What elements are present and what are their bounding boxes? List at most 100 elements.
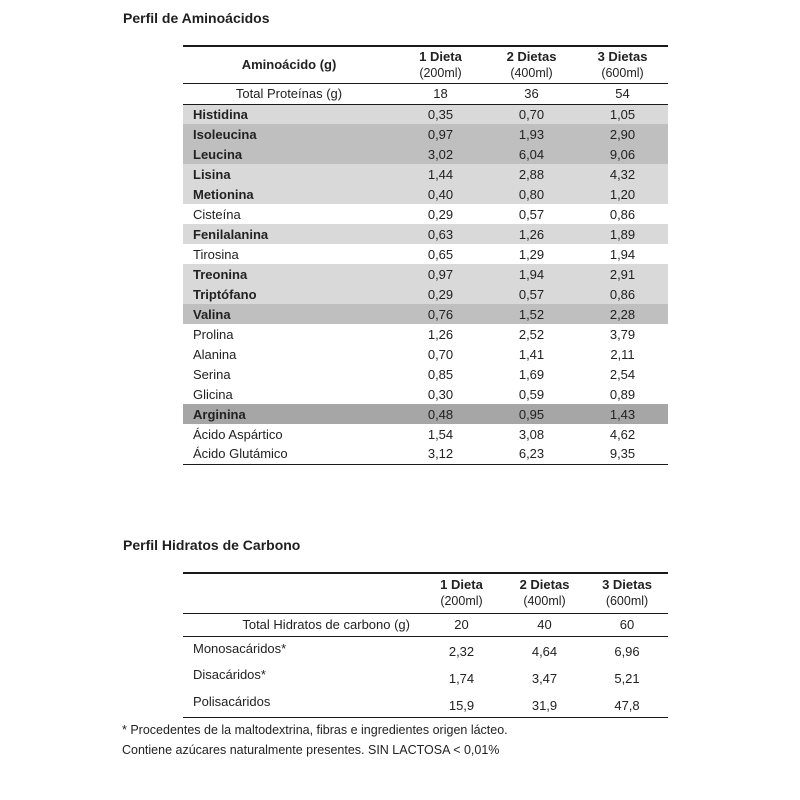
- amino-row-value: 1,94: [609, 246, 636, 262]
- amino-row-value: 3,12: [427, 446, 454, 462]
- total-carbs-value: 40: [537, 617, 552, 632]
- amino-row-value: 2,90: [609, 126, 636, 142]
- total-carbs-row: Total Hidratos de carbono (g) 20 40 60: [183, 613, 668, 636]
- amino-row: Prolina 1,26 2,52 3,79: [183, 324, 668, 344]
- total-proteins-value: 18: [433, 86, 448, 101]
- total-proteins-label: Total Proteínas (g): [235, 86, 343, 101]
- carb-row: Monosacáridos* 2,32 4,64 6,96: [183, 636, 668, 663]
- diet-2-header: 2 Dietas (400ml): [486, 46, 577, 83]
- amino-row: Isoleucina 0,97 1,93 2,90: [183, 124, 668, 144]
- amino-row-value: 0,70: [427, 346, 454, 362]
- amino-row-value: 0,29: [427, 206, 454, 222]
- amino-row-value: 2,52: [518, 326, 545, 342]
- amino-row-label: Fenilalanina: [193, 226, 269, 242]
- total-proteins-row: Total Proteínas (g) 18 36 54: [183, 83, 668, 104]
- amino-row-value: 1,52: [518, 306, 545, 322]
- carb-table-header-row: 1 Dieta (200ml) 2 Dietas (400ml) 3 Dieta…: [183, 573, 668, 613]
- amino-row-value: 3,08: [518, 426, 545, 442]
- amino-row-value: 1,89: [609, 226, 636, 242]
- amino-row-value: 1,26: [518, 226, 545, 242]
- amino-row-value: 9,35: [609, 446, 636, 462]
- amino-row-value: 6,04: [518, 146, 545, 162]
- amino-row-value: 0,57: [518, 206, 545, 222]
- diet-2-header-volume: (400ml): [523, 594, 566, 609]
- amino-row: Serina 0,85 1,69 2,54: [183, 364, 668, 384]
- amino-row-label: Alanina: [193, 346, 237, 362]
- carb-row-value: 5,21: [614, 671, 640, 686]
- amino-row-value: 0,86: [609, 206, 636, 222]
- amino-row-label: Leucina: [193, 146, 243, 162]
- amino-row-label: Ácido Glutámico: [193, 446, 288, 462]
- diet-2-header: 2 Dietas (400ml): [503, 573, 586, 613]
- amino-row-value: 0,65: [427, 246, 454, 262]
- carb-row-value: 3,47: [531, 671, 558, 686]
- amino-row: Alanina 0,70 1,41 2,11: [183, 344, 668, 364]
- amino-row-value: 0,70: [518, 106, 545, 122]
- amino-row-value: 1,54: [427, 426, 454, 442]
- diet-3-header: 3 Dietas (600ml): [577, 46, 668, 83]
- carb-row-value: 1,74: [448, 671, 475, 686]
- footnote-lactose: Contiene azúcares naturalmente presentes…: [122, 742, 500, 757]
- amino-row-label: Lisina: [193, 166, 231, 182]
- diet-1-header: 1 Dieta (200ml): [420, 573, 503, 613]
- amino-row-value: 0,35: [427, 106, 454, 122]
- amino-row-label: Prolina: [193, 326, 234, 342]
- amino-row-value: 0,63: [427, 226, 454, 242]
- amino-row-value: 2,28: [609, 306, 636, 322]
- amino-row-value: 1,69: [518, 366, 545, 382]
- amino-row: Fenilalanina 0,63 1,26 1,89: [183, 224, 668, 244]
- amino-row-value: 0,97: [427, 126, 454, 142]
- amino-row-label: Treonina: [193, 266, 248, 282]
- carb-column-header-empty: [183, 573, 420, 613]
- amino-row-value: 0,29: [427, 286, 454, 302]
- carb-row-label: Disacáridos*: [193, 667, 266, 682]
- amino-row-value: 2,11: [610, 346, 635, 362]
- amino-profile-table: Aminoácido (g) 1 Dieta (200ml) 2 Dietas …: [183, 45, 668, 465]
- carb-row: Polisacáridos 15,9 31,9 47,8: [183, 690, 668, 717]
- amino-row: Arginina 0,48 0,95 1,43: [183, 404, 668, 424]
- carb-row-value: 2,32: [448, 644, 475, 659]
- amino-row-value: 3,79: [609, 326, 636, 342]
- amino-row-value: 1,43: [609, 406, 636, 422]
- amino-row-value: 1,41: [518, 346, 545, 362]
- amino-row: Tirosina 0,65 1,29 1,94: [183, 244, 668, 264]
- amino-row: Valina 0,76 1,52 2,28: [183, 304, 668, 324]
- amino-row-value: 1,05: [609, 106, 636, 122]
- amino-row: Treonina 0,97 1,94 2,91: [183, 264, 668, 284]
- amino-row-label: Histidina: [193, 106, 248, 122]
- carb-row-value: 47,8: [614, 697, 640, 713]
- carb-row-value: 31,9: [531, 697, 558, 713]
- diet-2-header-title: 2 Dietas: [506, 48, 557, 64]
- amino-row-label: Isoleucina: [193, 126, 257, 142]
- amino-row-value: 2,91: [609, 266, 636, 282]
- carb-row-label: Polisacáridos: [193, 694, 271, 709]
- amino-table-header-row: Aminoácido (g) 1 Dieta (200ml) 2 Dietas …: [183, 46, 668, 83]
- amino-row-value: 1,29: [518, 246, 545, 262]
- diet-2-header-volume: (400ml): [510, 65, 553, 80]
- footnotes: * Procedentes de la maltodextrina, fibra…: [122, 721, 508, 760]
- amino-row-value: 4,62: [609, 426, 636, 442]
- carb-profile-title: Perfil Hidratos de Carbono: [123, 537, 301, 553]
- amino-row-value: 0,89: [609, 386, 636, 402]
- amino-row-value: 0,97: [427, 266, 454, 282]
- amino-row-value: 0,57: [518, 286, 545, 302]
- diet-1-header-volume: (200ml): [440, 594, 483, 609]
- diet-1-header-title: 1 Dieta: [419, 48, 462, 64]
- carb-row-value: 15,9: [448, 697, 475, 713]
- amino-row-label: Valina: [193, 306, 231, 322]
- carb-row: Disacáridos* 1,74 3,47 5,21: [183, 663, 668, 690]
- diet-1-header-title: 1 Dieta: [440, 577, 483, 593]
- diet-1-header-volume: (200ml): [419, 65, 462, 80]
- amino-row-label: Glicina: [193, 386, 233, 402]
- total-carbs-value: 60: [619, 617, 635, 632]
- amino-row: Glicina 0,30 0,59 0,89: [183, 384, 668, 404]
- diet-2-header-title: 2 Dietas: [519, 577, 570, 593]
- diet-3-header-volume: (600ml): [605, 594, 649, 609]
- amino-row: Histidina 0,35 0,70 1,05: [183, 104, 668, 124]
- amino-row-value: 6,23: [518, 446, 545, 462]
- carb-row-label: Monosacáridos*: [193, 640, 287, 656]
- diet-1-header: 1 Dieta (200ml): [395, 46, 486, 83]
- amino-row-value: 2,54: [609, 366, 636, 382]
- amino-column-header: Aminoácido (g): [241, 56, 337, 72]
